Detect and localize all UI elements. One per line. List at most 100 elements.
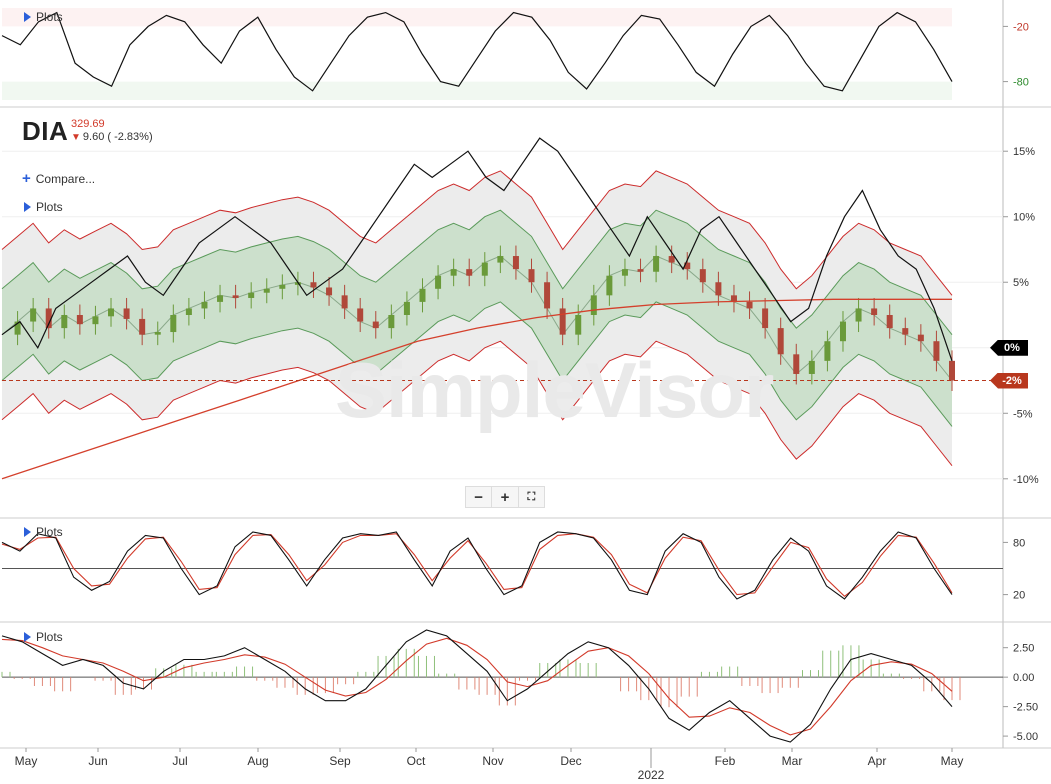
- stoch-tick-label: 80: [1013, 537, 1025, 549]
- x-axis-tick-label: Jul: [172, 754, 187, 768]
- x-axis-tick-label: Mar: [782, 754, 803, 768]
- candle-body: [201, 301, 208, 309]
- macd-signal-line: [1, 637, 953, 736]
- zoom-out-button[interactable]: −: [466, 487, 493, 507]
- candle-body: [217, 295, 224, 302]
- x-axis-tick-label: Apr: [868, 754, 887, 768]
- candle-body: [902, 328, 909, 335]
- plots-label: Plots: [36, 200, 63, 214]
- triangle-right-icon: [24, 527, 31, 537]
- plots-toggle-main[interactable]: Plots: [24, 200, 63, 214]
- candle-body: [76, 315, 83, 325]
- x-axis-tick-label: Oct: [407, 754, 426, 768]
- watermark-text: SimpleVisor: [335, 346, 774, 434]
- candle-body: [746, 301, 753, 309]
- main-tick-label: 10%: [1013, 212, 1035, 224]
- candle-body: [154, 332, 161, 335]
- main-tick-label: 5%: [1013, 277, 1029, 289]
- candle-body: [466, 269, 473, 276]
- price-change: ▼ 9.60 ( -2.83%): [71, 131, 153, 143]
- candle-body: [92, 316, 99, 325]
- x-axis-tick-label: Aug: [247, 754, 268, 768]
- candle-body: [170, 315, 177, 333]
- stoch-signal-line: [1, 533, 953, 598]
- zoom-controls: − + ⛶: [465, 486, 545, 508]
- candle-body: [185, 308, 192, 315]
- inner-band-fill: [2, 210, 952, 427]
- long-moving-average: [1, 298, 952, 480]
- fit-screen-button[interactable]: ⛶: [527, 490, 536, 503]
- plots-toggle-stochastic[interactable]: Plots: [24, 525, 63, 539]
- plots-toggle-top[interactable]: Plots: [24, 10, 63, 24]
- top-tick-label: -20: [1013, 21, 1029, 33]
- candle-body: [326, 287, 333, 296]
- outer-band-lower: [1, 340, 953, 467]
- last-price: 329.69: [71, 118, 105, 130]
- main-tick-label: -5%: [1013, 408, 1033, 420]
- candle-body: [575, 315, 582, 335]
- macd-tick-label: -5.00: [1013, 731, 1038, 743]
- candle-body: [590, 295, 597, 315]
- candle-body: [294, 282, 301, 285]
- relative-price-line: [1, 137, 953, 362]
- candle-body: [357, 308, 364, 322]
- candle-body: [544, 282, 551, 309]
- triangle-right-icon: [24, 202, 31, 212]
- candle-body: [949, 360, 955, 381]
- candle-body: [248, 292, 255, 298]
- candle-body: [855, 308, 862, 322]
- candle-body: [793, 354, 800, 374]
- candle-body: [263, 288, 270, 293]
- candle-body: [637, 269, 644, 272]
- candle-body: [388, 315, 395, 329]
- candle-body: [621, 269, 628, 276]
- candle-body: [450, 269, 457, 276]
- plots-toggle-macd[interactable]: Plots: [24, 630, 63, 644]
- candle-body: [933, 341, 940, 361]
- macd-line: [1, 629, 953, 743]
- candle-body: [419, 288, 426, 302]
- inner-band-upper: [1, 209, 953, 336]
- plots-label: Plots: [36, 525, 63, 539]
- plots-label: Plots: [36, 10, 63, 24]
- main-tick-label: -10%: [1013, 474, 1039, 486]
- x-axis-tick-label: May: [15, 754, 38, 768]
- candle-body: [435, 275, 442, 289]
- candle-body: [61, 315, 68, 329]
- x-axis-tick-label: Sep: [329, 754, 351, 768]
- candle-body: [123, 308, 130, 319]
- candle-body: [824, 341, 831, 361]
- candle-body: [762, 308, 769, 329]
- candle-body: [653, 256, 660, 272]
- macd-tick-label: 2.50: [1013, 643, 1034, 655]
- macd-tick-label: -2.50: [1013, 702, 1038, 714]
- zoom-in-button[interactable]: +: [492, 487, 519, 507]
- compare-button[interactable]: + Compare...: [22, 170, 95, 187]
- x-axis-year-label: 2022: [638, 768, 665, 782]
- candle-body: [403, 301, 410, 315]
- candle-body: [684, 262, 691, 270]
- oscillator-line: [1, 11, 953, 92]
- candle-body: [871, 308, 878, 315]
- candle-body: [528, 269, 535, 283]
- candle-body: [341, 295, 348, 309]
- candle-body: [108, 308, 115, 317]
- candle-body: [497, 256, 504, 263]
- ticker-symbol: DIA: [22, 116, 69, 146]
- candle-body: [45, 308, 52, 329]
- plus-icon: +: [22, 170, 31, 187]
- price-change-value: 9.60 ( -2.83%): [82, 131, 153, 143]
- zero-percent-badge: 0%: [990, 339, 1028, 356]
- candle-body: [232, 295, 239, 298]
- candle-body: [886, 315, 893, 329]
- x-axis-tick-label: Nov: [482, 754, 503, 768]
- inner-band-lower: [1, 301, 953, 427]
- last-percent-badge: -2%: [990, 372, 1028, 389]
- arrow-down-icon: ▼: [71, 131, 81, 143]
- outer-band-fill: [2, 170, 952, 466]
- candle-body: [481, 262, 488, 276]
- candle-body: [715, 282, 722, 296]
- triangle-right-icon: [24, 12, 31, 22]
- overbought-zone: [2, 8, 952, 27]
